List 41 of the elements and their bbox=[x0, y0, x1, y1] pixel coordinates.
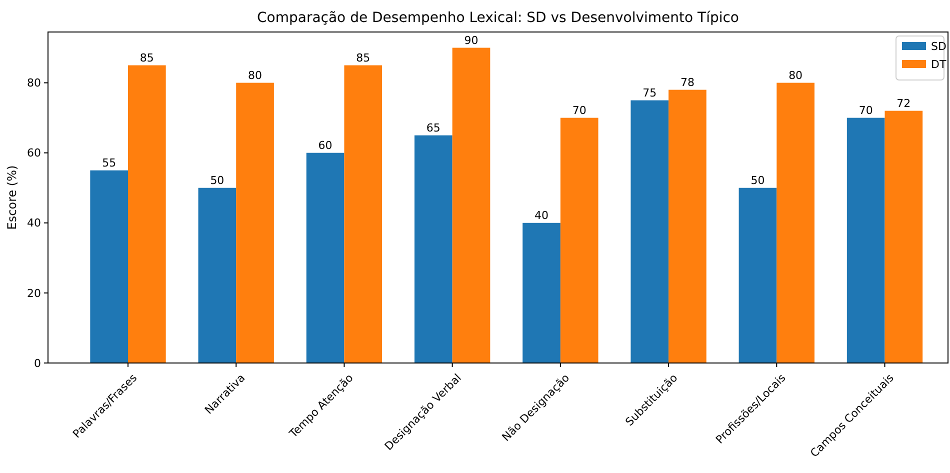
data-label: 55 bbox=[102, 156, 116, 170]
bar bbox=[738, 188, 777, 363]
y-tick-label: 40 bbox=[27, 216, 41, 230]
y-axis-title: Escore (%) bbox=[5, 165, 19, 230]
bar bbox=[128, 65, 166, 363]
bar bbox=[198, 188, 236, 363]
data-label: 75 bbox=[642, 86, 657, 100]
bar bbox=[630, 100, 669, 363]
bar bbox=[776, 82, 814, 363]
data-label: 80 bbox=[248, 68, 262, 82]
data-label: 80 bbox=[788, 68, 803, 82]
data-label: 65 bbox=[426, 121, 440, 134]
bar bbox=[90, 170, 128, 363]
bar bbox=[846, 118, 885, 363]
bar bbox=[668, 90, 706, 363]
y-tick-label: 20 bbox=[27, 286, 41, 300]
y-tick-label: 0 bbox=[34, 356, 41, 370]
data-label: 40 bbox=[534, 208, 549, 222]
bar bbox=[414, 135, 452, 363]
bar bbox=[236, 82, 274, 363]
data-label: 70 bbox=[858, 104, 873, 117]
data-label: 72 bbox=[896, 96, 911, 110]
data-label: 60 bbox=[318, 138, 332, 152]
data-label: 50 bbox=[210, 174, 224, 187]
bar bbox=[522, 222, 560, 363]
y-tick-label: 60 bbox=[27, 146, 41, 160]
data-label: 85 bbox=[356, 51, 370, 64]
chart-title: Comparação de Desempenho Lexical: SD vs Desenvolvimento Típico bbox=[257, 10, 739, 26]
data-label: 70 bbox=[572, 104, 586, 117]
legend-label: SD bbox=[931, 40, 946, 53]
bar bbox=[560, 118, 598, 363]
legend-label: DT bbox=[931, 58, 946, 71]
bar bbox=[452, 48, 490, 363]
y-tick-label: 80 bbox=[27, 76, 41, 90]
data-label: 50 bbox=[750, 174, 765, 187]
data-label: 85 bbox=[140, 51, 154, 64]
bar bbox=[306, 152, 344, 363]
data-label: 90 bbox=[464, 34, 478, 47]
data-label: 78 bbox=[680, 76, 694, 89]
bar bbox=[884, 110, 923, 363]
bar bbox=[344, 65, 382, 363]
